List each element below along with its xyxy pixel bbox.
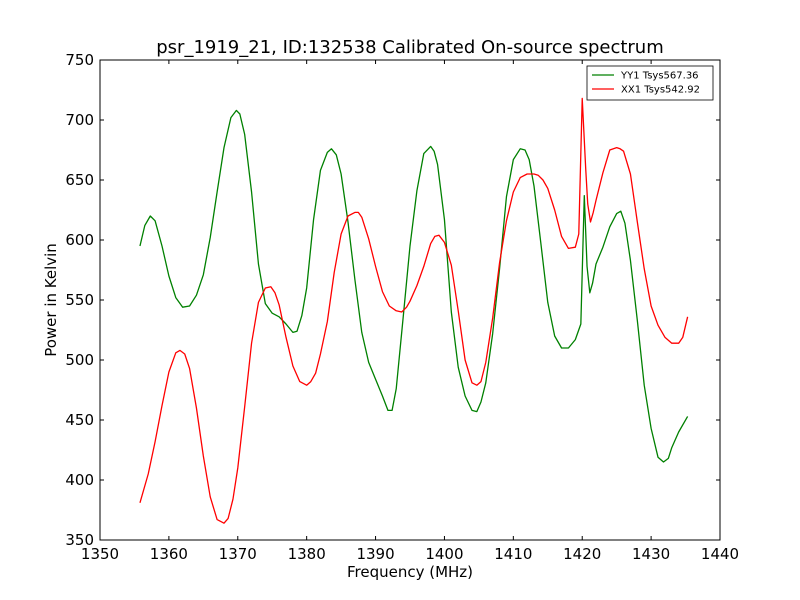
y-axis-label: Power in Kelvin: [42, 243, 60, 357]
y-tick-label: 450: [65, 411, 94, 429]
x-tick-label: 1360: [150, 545, 188, 563]
x-tick-label: 1440: [701, 545, 739, 563]
legend: YY1 Tsys567.36 XX1 Tsys542.92: [586, 65, 714, 101]
x-axis-label: Frequency (MHz): [347, 563, 473, 581]
legend-label: YY1 Tsys567.36: [620, 71, 699, 82]
y-tick-label: 650: [65, 171, 94, 189]
plot-area: [99, 59, 721, 541]
series-line-xx1: [139, 97, 689, 524]
y-tick-label: 350: [65, 531, 94, 549]
chart-title: psr_1919_21, ID:132538 Calibrated On-sou…: [156, 37, 664, 58]
y-tick-label: 700: [65, 111, 94, 129]
x-tick-label: 1400: [425, 545, 463, 563]
y-axis: 350 400 450 500 550 600 650 700 750: [65, 51, 720, 549]
x-axis: 1350 1360 1370 1380 1390 1400 1410 1420 1430 1440: [81, 60, 739, 563]
y-tick-label: 750: [65, 51, 94, 69]
legend-box: [586, 65, 714, 101]
series-line-yy1: [139, 109, 689, 463]
x-tick-label: 1420: [563, 545, 601, 563]
y-tick-label: 400: [65, 471, 94, 489]
x-tick-label: 1370: [219, 545, 257, 563]
x-tick-label: 1390: [356, 545, 394, 563]
y-tick-label: 550: [65, 291, 94, 309]
x-tick-label: 1410: [494, 545, 532, 563]
x-tick-label: 1380: [288, 545, 326, 563]
legend-label: XX1 Tsys542.92: [621, 85, 700, 96]
y-tick-label: 600: [65, 231, 94, 249]
y-tick-label: 500: [65, 351, 94, 369]
x-tick-label: 1430: [632, 545, 670, 563]
x-tick-label: 1350: [81, 545, 119, 563]
